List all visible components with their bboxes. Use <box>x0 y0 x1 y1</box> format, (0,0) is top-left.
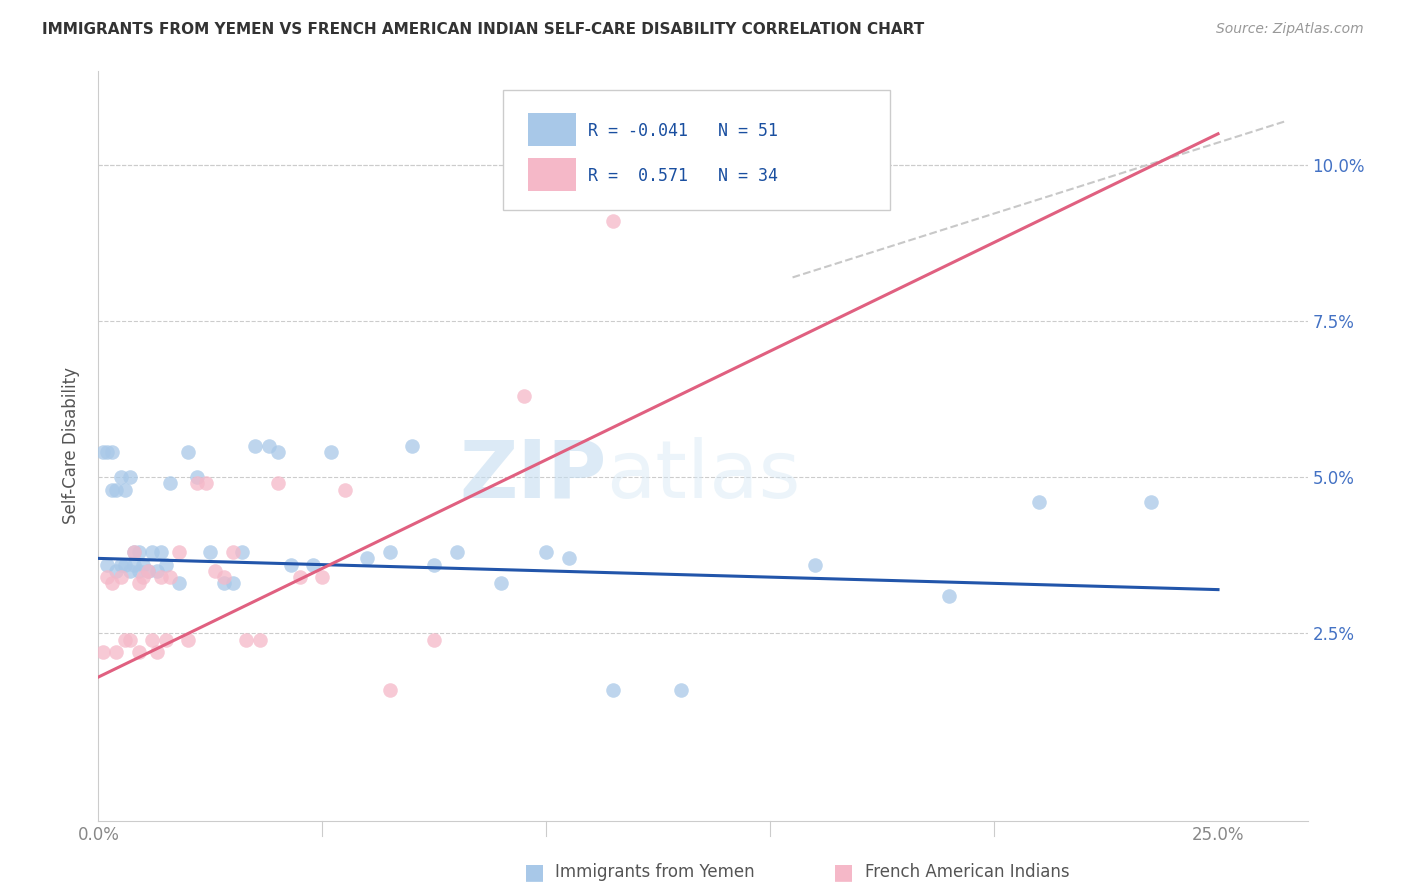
Point <box>288 570 311 584</box>
Point <box>401 439 423 453</box>
Point <box>378 682 401 697</box>
FancyBboxPatch shape <box>503 90 890 210</box>
Point <box>212 576 235 591</box>
Point <box>114 558 136 572</box>
Point <box>136 564 159 578</box>
Point <box>177 632 200 647</box>
Point <box>235 632 257 647</box>
Point <box>222 545 245 559</box>
Point <box>96 558 118 572</box>
Point <box>423 632 446 647</box>
Text: ZIP: ZIP <box>458 437 606 515</box>
Point <box>356 551 378 566</box>
Point <box>101 576 124 591</box>
Point <box>311 570 333 584</box>
Point <box>136 564 159 578</box>
Text: ■: ■ <box>834 863 853 882</box>
Point <box>145 645 167 659</box>
Point <box>602 682 624 697</box>
Point <box>114 483 136 497</box>
Point <box>602 214 624 228</box>
Point <box>96 570 118 584</box>
Point <box>110 558 132 572</box>
Point <box>145 564 167 578</box>
Point <box>155 632 177 647</box>
Text: ■: ■ <box>524 863 544 882</box>
Point <box>101 445 124 459</box>
Point <box>333 483 356 497</box>
Point <box>446 545 468 559</box>
Text: R =  0.571   N = 34: R = 0.571 N = 34 <box>588 168 778 186</box>
Point <box>200 545 222 559</box>
Point <box>91 645 114 659</box>
Point <box>321 445 343 459</box>
Text: Immigrants from Yemen: Immigrants from Yemen <box>555 863 755 881</box>
Point <box>177 445 200 459</box>
Point <box>122 558 145 572</box>
Point <box>122 545 145 559</box>
Point <box>280 558 302 572</box>
Bar <box>527 112 576 146</box>
Point <box>110 570 132 584</box>
Point <box>231 545 253 559</box>
Point <box>118 564 141 578</box>
Point <box>155 558 177 572</box>
Point <box>243 439 266 453</box>
Point <box>96 445 118 459</box>
Point <box>491 576 513 591</box>
Point <box>423 558 446 572</box>
Point <box>141 545 163 559</box>
Point <box>105 645 128 659</box>
Point <box>536 545 558 559</box>
Point <box>159 570 181 584</box>
Point <box>101 483 124 497</box>
Point <box>186 470 208 484</box>
Point <box>114 632 136 647</box>
Point <box>128 564 150 578</box>
Point <box>186 476 208 491</box>
Point <box>557 551 579 566</box>
Point <box>249 632 271 647</box>
Point <box>128 545 150 559</box>
Point <box>132 558 155 572</box>
Point <box>212 570 235 584</box>
Point <box>118 470 141 484</box>
Point <box>513 389 536 403</box>
Point <box>222 576 245 591</box>
Point <box>194 476 217 491</box>
Point <box>122 545 145 559</box>
Point <box>257 439 280 453</box>
Point <box>938 589 960 603</box>
Point <box>128 576 150 591</box>
Point <box>1140 495 1163 509</box>
Text: atlas: atlas <box>606 437 800 515</box>
Point <box>1028 495 1050 509</box>
Point <box>266 476 288 491</box>
Point <box>302 558 325 572</box>
Point <box>669 682 692 697</box>
Point <box>266 445 288 459</box>
Point <box>110 470 132 484</box>
Text: French American Indians: French American Indians <box>865 863 1070 881</box>
Point <box>378 545 401 559</box>
Point <box>150 545 173 559</box>
Text: IMMIGRANTS FROM YEMEN VS FRENCH AMERICAN INDIAN SELF-CARE DISABILITY CORRELATION: IMMIGRANTS FROM YEMEN VS FRENCH AMERICAN… <box>42 22 924 37</box>
Point <box>91 445 114 459</box>
Point <box>167 576 190 591</box>
Text: R = -0.041   N = 51: R = -0.041 N = 51 <box>588 122 778 140</box>
Point <box>132 570 155 584</box>
Bar <box>527 158 576 191</box>
Point <box>804 558 827 572</box>
Point <box>105 483 128 497</box>
Point <box>159 476 181 491</box>
Point <box>105 564 128 578</box>
Point <box>167 545 190 559</box>
Point <box>204 564 226 578</box>
Point <box>118 632 141 647</box>
Y-axis label: Self-Care Disability: Self-Care Disability <box>62 368 80 524</box>
Point <box>128 645 150 659</box>
Point <box>141 632 163 647</box>
Point <box>150 570 173 584</box>
Text: Source: ZipAtlas.com: Source: ZipAtlas.com <box>1216 22 1364 37</box>
